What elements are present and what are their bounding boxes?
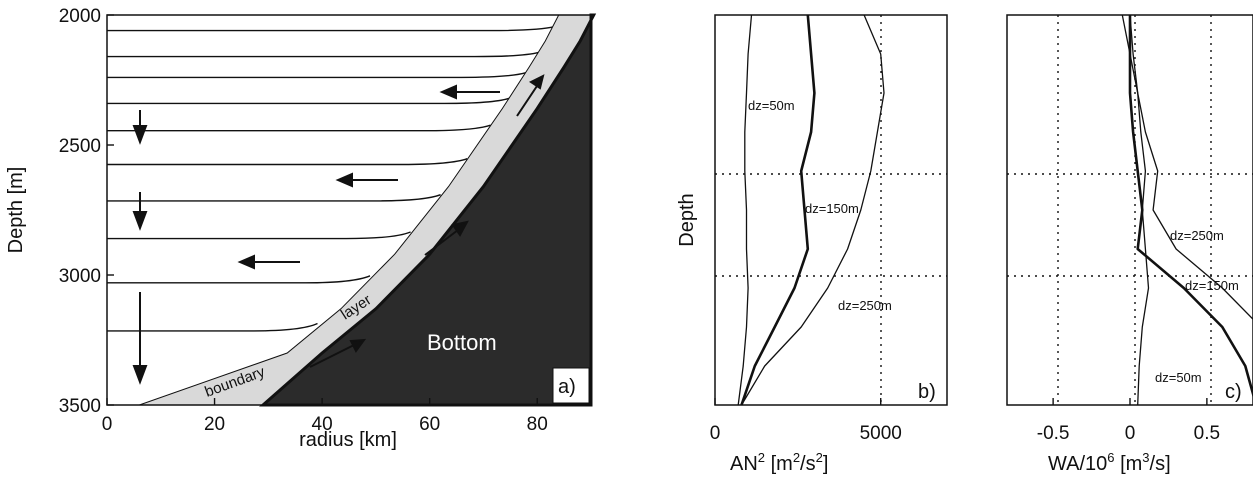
isopycnal-line xyxy=(107,275,371,284)
panel-a-frame xyxy=(106,14,592,406)
panel-b: 0 5000 dz=50m dz=150m dz=250m b) Depth AN… xyxy=(676,14,948,475)
label-dz50-b: dz=50m xyxy=(748,98,795,113)
panel-c-label: c) xyxy=(1225,381,1242,403)
label-dz250-c: dz=250m xyxy=(1170,228,1224,243)
x-tick-label: 80 xyxy=(527,414,548,435)
x-tick-label: 5000 xyxy=(860,423,902,444)
panel-b-xlabel: AN2 [m2/s2] xyxy=(730,450,828,475)
panel-b-ylabel: Depth xyxy=(676,193,698,246)
label-dz50-c: dz=50m xyxy=(1155,370,1202,385)
y-tick-label: 2000 xyxy=(59,6,101,27)
panel-b-frame xyxy=(714,14,948,406)
series-line-dz-50m xyxy=(737,14,753,406)
bottom-label: Bottom xyxy=(427,330,497,355)
panel-b-grid xyxy=(715,15,947,405)
downwelling-arrows xyxy=(132,110,148,385)
series-line-dz-150m xyxy=(1128,15,1253,399)
panel-a-label: a) xyxy=(558,376,576,398)
x-tick-label: 40 xyxy=(312,414,333,435)
isopycnal-line xyxy=(107,97,510,105)
x-tick-label: -0.5 xyxy=(1037,423,1070,444)
y-tick-label: 2500 xyxy=(59,136,101,157)
label-dz150-c: dz=150m xyxy=(1185,278,1239,293)
panel-b-ticks: 0 5000 xyxy=(710,398,902,444)
x-tick-label: 0 xyxy=(102,414,113,435)
panel-c-ticks: -0.5 0 0.5 xyxy=(1037,398,1220,444)
label-dz150-b: dz=150m xyxy=(805,201,859,216)
series-line-dz-250m xyxy=(740,14,885,406)
isopycnal-line xyxy=(107,231,411,240)
y-tick-label: 3500 xyxy=(59,396,101,417)
isopycnal-line xyxy=(107,124,491,132)
upslope-arrows xyxy=(309,74,545,368)
panel-c: -0.5 0 0.5 dz=250m dz=150m dz=50m c) WA/10… xyxy=(1006,14,1253,475)
offshore-arrows xyxy=(237,84,500,270)
isopycnal-line xyxy=(107,322,318,332)
panel-b-series xyxy=(737,14,885,406)
isopycnal-line xyxy=(107,26,555,32)
x-tick-label: 0.5 xyxy=(1194,423,1220,444)
isopycnal-line xyxy=(107,158,468,166)
x-tick-label: 20 xyxy=(204,414,225,435)
panel-b-label: b) xyxy=(918,381,936,403)
panel-a-ticks: 0 20 40 60 80 2000 2500 3000 3500 xyxy=(59,6,548,435)
panel-a-label-box xyxy=(552,367,590,404)
panel-a-ylabel: Depth [m] xyxy=(5,167,27,254)
x-tick-label: 60 xyxy=(419,414,440,435)
panel-a-xlabel: radius [km] xyxy=(299,429,397,451)
series-line-dz-250m xyxy=(1121,14,1253,321)
x-tick-label: 0 xyxy=(1125,423,1136,444)
x-tick-label: 0 xyxy=(710,423,721,444)
panel-c-xlabel: WA/106 [m3/s] xyxy=(1048,450,1171,475)
y-tick-label: 3000 xyxy=(59,266,101,287)
series-line-dz-150m xyxy=(740,14,816,406)
isopycnal-lines xyxy=(107,26,555,332)
label-dz250-b: dz=250m xyxy=(838,298,892,313)
isopycnal-line xyxy=(107,72,527,79)
panel-c-series xyxy=(1121,14,1253,406)
isopycnal-line xyxy=(107,194,441,202)
isopycnal-line xyxy=(107,51,540,58)
